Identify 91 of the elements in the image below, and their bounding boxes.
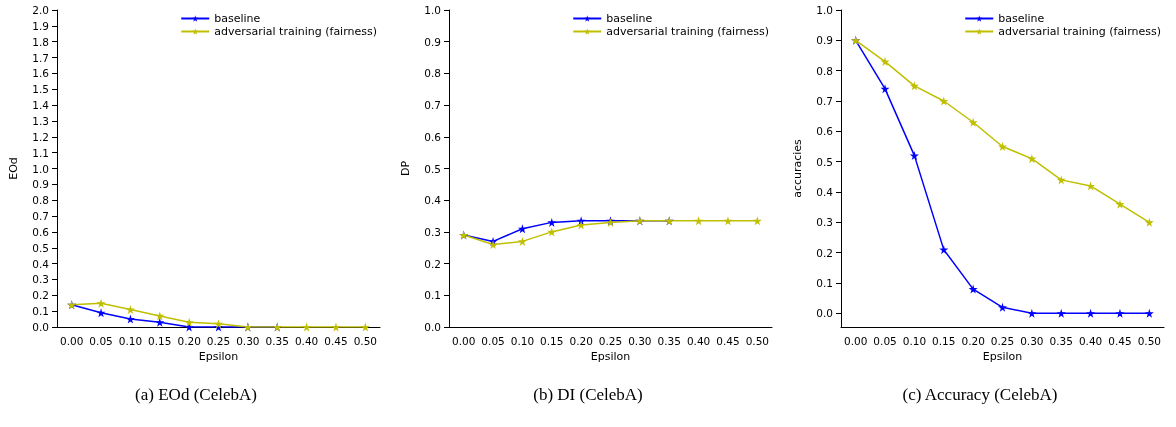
y-tick-label: 0.9 <box>32 178 49 191</box>
x-tick-label: 0.00 <box>59 334 84 347</box>
x-tick-label: 0.30 <box>1020 334 1044 347</box>
x-tick-label: 0.20 <box>961 334 985 347</box>
y-tick-label: 0.0 <box>424 321 441 333</box>
x-tick-label: 0.35 <box>265 334 289 347</box>
y-tick-label: 2.0 <box>32 4 49 16</box>
x-tick-label: 0.25 <box>598 334 623 347</box>
x-tick-label: 0.00 <box>451 334 476 347</box>
text: (a) EOd (CelebA) <box>135 385 257 404</box>
x-axis-title: Epsilon <box>982 350 1023 363</box>
y-tick-label: 0.1 <box>816 277 833 290</box>
y-tick-label: 0.0 <box>32 321 49 333</box>
y-tick-label: 0.0 <box>816 307 833 320</box>
x-tick-label: 0.50 <box>745 334 770 347</box>
y-tick-label: 0.4 <box>32 257 50 270</box>
legend-label: adversarial training (fairness) <box>606 25 770 38</box>
y-tick-label: 0.6 <box>424 130 442 143</box>
y-axis-title: accuracies <box>791 138 804 198</box>
legend-label: adversarial training (fairness) <box>998 25 1162 38</box>
x-axis-title: Epsilon <box>590 350 631 363</box>
y-tick-label: 1.7 <box>32 51 49 64</box>
y-tick-label: 1.5 <box>32 83 49 96</box>
y-tick-label: 1.2 <box>32 130 49 143</box>
y-tick-label: 0.1 <box>424 289 441 302</box>
x-tick-label: 0.05 <box>873 334 897 347</box>
y-tick-label: 0.3 <box>816 216 833 229</box>
y-tick-label: 0.8 <box>816 64 833 77</box>
y-tick-label: 0.7 <box>424 99 441 112</box>
y-tick-label: 0.5 <box>816 155 833 168</box>
x-axis-title: Epsilon <box>198 350 239 363</box>
x-tick-label: 0.30 <box>236 334 260 347</box>
y-tick-label: 1.4 <box>32 99 50 112</box>
legend-label: adversarial training (fairness) <box>214 25 378 38</box>
y-tick-label: 0.7 <box>816 95 833 107</box>
y-tick-label: 0.5 <box>424 162 441 175</box>
x-tick-label: 0.20 <box>569 334 593 347</box>
x-tick-label: 0.40 <box>686 334 711 347</box>
x-tick-label: 0.50 <box>1137 334 1162 347</box>
y-tick-label: 1.8 <box>32 35 49 48</box>
y-tick-label: 0.1 <box>32 305 49 318</box>
y-tick-label: 1.0 <box>32 162 49 175</box>
y-tick-label: 1.0 <box>424 4 441 16</box>
y-tick-label: 0.2 <box>816 246 833 259</box>
y-tick-label: 1.1 <box>32 146 49 159</box>
x-tick-label: 0.15 <box>540 334 564 347</box>
text: (b) DI (CelebA) <box>533 385 643 404</box>
legend-label: baseline <box>606 12 653 25</box>
y-axis-title: EOd <box>7 157 20 180</box>
y-tick-label: 0.3 <box>424 225 441 238</box>
x-tick-label: 0.15 <box>932 334 956 347</box>
y-tick-label: 0.8 <box>424 67 441 80</box>
x-tick-label: 0.10 <box>902 334 927 347</box>
y-tick-label: 0.4 <box>816 186 834 199</box>
x-tick-label: 0.50 <box>353 334 378 347</box>
x-tick-label: 0.45 <box>1108 334 1132 347</box>
y-tick-label: 0.2 <box>32 289 49 302</box>
x-tick-label: 0.45 <box>324 334 348 347</box>
y-tick-label: 0.4 <box>424 194 442 207</box>
y-tick-label: 0.9 <box>816 34 833 47</box>
legend-label: baseline <box>998 12 1045 25</box>
x-tick-label: 0.00 <box>843 334 868 347</box>
y-tick-label: 0.6 <box>32 225 50 238</box>
y-axis-title: DP <box>399 160 412 177</box>
y-tick-label: 0.6 <box>816 125 834 138</box>
x-tick-label: 0.05 <box>89 334 113 347</box>
y-tick-label: 1.0 <box>816 4 833 16</box>
y-tick-label: 0.7 <box>32 210 49 223</box>
x-tick-label: 0.25 <box>206 334 231 347</box>
y-tick-label: 1.6 <box>32 67 50 80</box>
y-tick-label: 0.5 <box>32 241 49 254</box>
x-tick-label: 0.05 <box>481 334 505 347</box>
y-tick-label: 1.3 <box>32 114 49 127</box>
legend-label: baseline <box>214 12 261 25</box>
x-tick-label: 0.40 <box>294 334 319 347</box>
x-tick-label: 0.10 <box>510 334 535 347</box>
x-tick-label: 0.25 <box>990 334 1015 347</box>
x-tick-label: 0.30 <box>628 334 652 347</box>
x-tick-label: 0.45 <box>716 334 740 347</box>
y-tick-label: 1.9 <box>32 19 49 32</box>
x-tick-label: 0.35 <box>657 334 681 347</box>
y-tick-label: 0.9 <box>424 35 441 48</box>
x-tick-label: 0.35 <box>1049 334 1073 347</box>
text: (c) Accuracy (CelebA) <box>902 385 1058 404</box>
x-tick-label: 0.15 <box>148 334 172 347</box>
x-tick-label: 0.40 <box>1078 334 1103 347</box>
y-tick-label: 0.3 <box>32 273 49 286</box>
x-tick-label: 0.10 <box>118 334 143 347</box>
y-tick-label: 0.2 <box>424 257 441 270</box>
y-tick-label: 0.8 <box>32 194 49 207</box>
x-tick-label: 0.20 <box>177 334 201 347</box>
